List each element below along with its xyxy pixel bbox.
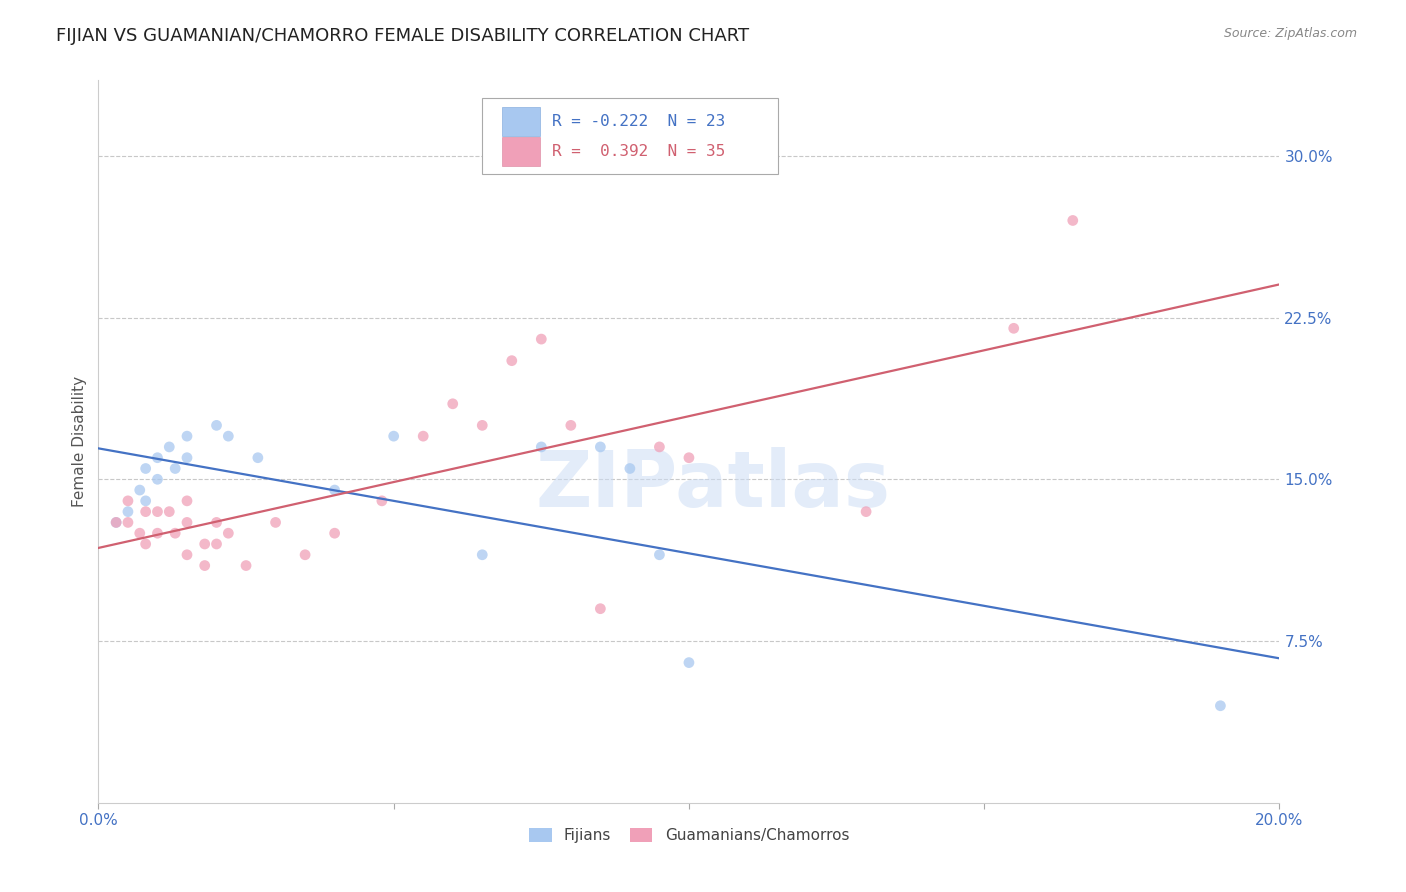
Point: [1209, 698, 1232, 713]
Point: [648, 548, 671, 562]
Legend: Fijians, Guamanians/Chamorros: Fijians, Guamanians/Chamorros: [523, 822, 855, 849]
Point: [619, 461, 641, 475]
Text: R = -0.222  N = 23: R = -0.222 N = 23: [553, 113, 725, 128]
Point: [471, 548, 494, 562]
Text: Source: ZipAtlas.com: Source: ZipAtlas.com: [1223, 27, 1357, 40]
Point: [146, 450, 169, 465]
Point: [146, 505, 169, 519]
Point: [165, 461, 187, 475]
Point: [105, 516, 128, 530]
Point: [560, 418, 582, 433]
Point: [1062, 213, 1084, 227]
FancyBboxPatch shape: [482, 98, 778, 174]
Point: [205, 516, 228, 530]
Point: [589, 601, 612, 615]
Point: [264, 516, 287, 530]
Point: [371, 493, 394, 508]
Point: [146, 526, 169, 541]
Point: [117, 505, 139, 519]
Point: [217, 429, 239, 443]
Point: [678, 656, 700, 670]
Point: [194, 558, 217, 573]
Text: R =  0.392  N = 35: R = 0.392 N = 35: [553, 144, 725, 159]
Point: [855, 505, 877, 519]
Point: [176, 450, 198, 465]
Text: ZIPatlas: ZIPatlas: [536, 447, 890, 523]
Text: FIJIAN VS GUAMANIAN/CHAMORRO FEMALE DISABILITY CORRELATION CHART: FIJIAN VS GUAMANIAN/CHAMORRO FEMALE DISA…: [56, 27, 749, 45]
Point: [501, 353, 523, 368]
Point: [589, 440, 612, 454]
Point: [157, 440, 180, 454]
Point: [128, 526, 150, 541]
Point: [294, 548, 316, 562]
Point: [176, 493, 198, 508]
Point: [441, 397, 464, 411]
Point: [135, 505, 157, 519]
Point: [205, 418, 228, 433]
Point: [194, 537, 217, 551]
Point: [648, 440, 671, 454]
Point: [135, 461, 157, 475]
Point: [135, 493, 157, 508]
FancyBboxPatch shape: [502, 107, 540, 136]
Point: [165, 526, 187, 541]
Point: [246, 450, 269, 465]
Point: [323, 526, 346, 541]
Point: [135, 537, 157, 551]
FancyBboxPatch shape: [502, 137, 540, 166]
Point: [205, 537, 228, 551]
Point: [323, 483, 346, 497]
Point: [117, 493, 139, 508]
Point: [117, 516, 139, 530]
Point: [128, 483, 150, 497]
Point: [105, 516, 128, 530]
Point: [382, 429, 405, 443]
Point: [217, 526, 239, 541]
Point: [176, 548, 198, 562]
Point: [176, 516, 198, 530]
Point: [146, 472, 169, 486]
Point: [1002, 321, 1025, 335]
Y-axis label: Female Disability: Female Disability: [72, 376, 87, 508]
Point: [678, 450, 700, 465]
Point: [235, 558, 257, 573]
Point: [157, 505, 180, 519]
Point: [412, 429, 434, 443]
Point: [176, 429, 198, 443]
Point: [530, 332, 553, 346]
Point: [530, 440, 553, 454]
Point: [471, 418, 494, 433]
